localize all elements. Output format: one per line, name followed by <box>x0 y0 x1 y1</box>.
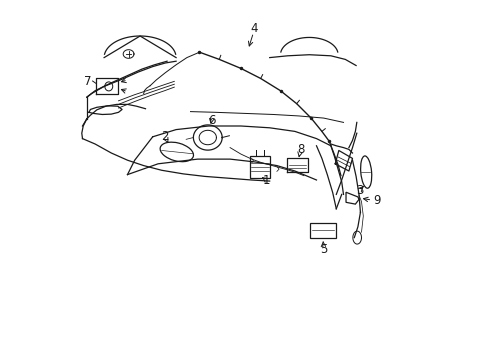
Text: 3: 3 <box>355 184 363 197</box>
Text: 9: 9 <box>372 194 380 207</box>
Text: 5: 5 <box>319 243 327 256</box>
Bar <box>309 223 335 238</box>
Bar <box>249 156 270 178</box>
Text: 1: 1 <box>262 174 269 187</box>
Text: 6: 6 <box>207 114 215 127</box>
Text: 8: 8 <box>296 143 304 156</box>
Text: 7: 7 <box>84 75 91 87</box>
Text: 2: 2 <box>161 130 168 143</box>
Text: 4: 4 <box>250 22 258 35</box>
